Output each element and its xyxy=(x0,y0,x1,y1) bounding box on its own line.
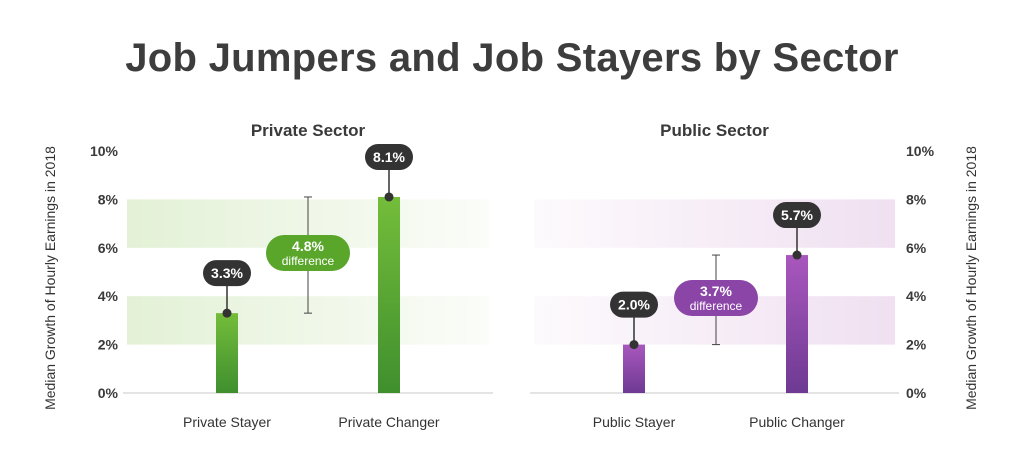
private-y-axis-label: Median Growth of Hourly Earnings in 2018 xyxy=(42,146,58,410)
public-value-bubble-1 xyxy=(773,202,821,229)
public-category-label-1: Public Changer xyxy=(749,414,845,430)
public-bar-1 xyxy=(786,255,808,393)
private-y-tick-label: 6% xyxy=(98,240,119,256)
chart-title: Job Jumpers and Job Stayers by Sector xyxy=(125,36,899,80)
private-y-tick-label: 2% xyxy=(98,337,119,353)
public-value-label-0: 2.0% xyxy=(618,297,650,313)
private-y-tick-label: 0% xyxy=(98,385,119,401)
private-value-dot-1 xyxy=(384,192,394,202)
private-y-tick-label: 10% xyxy=(90,143,119,159)
private-bar-1 xyxy=(378,196,400,393)
public-value-dot-1 xyxy=(792,250,802,260)
public-band-fade xyxy=(534,151,895,393)
private-value-dot-0 xyxy=(222,308,232,318)
public-value-label-1: 5.7% xyxy=(781,207,813,223)
public-y-tick-label: 8% xyxy=(906,191,927,207)
private-difference-text: difference xyxy=(282,254,335,268)
public-difference-text: difference xyxy=(690,299,743,313)
private-panel-title: Private Sector xyxy=(251,121,366,140)
private-value-bubble-1 xyxy=(365,143,413,170)
private-value-label-0: 3.3% xyxy=(211,265,243,281)
public-y-tick-label: 6% xyxy=(906,240,927,256)
public-difference-value: 3.7% xyxy=(700,283,732,299)
private-y-tick-label: 4% xyxy=(98,288,119,304)
private-difference-pill xyxy=(266,235,350,271)
private-value-bubble-0 xyxy=(203,260,251,287)
private-category-label-1: Private Changer xyxy=(338,414,440,430)
public-value-bubble-0 xyxy=(610,291,658,318)
private-value-label-1: 8.1% xyxy=(373,149,405,165)
public-y-tick-label: 0% xyxy=(906,385,927,401)
public-value-dot-0 xyxy=(629,340,639,350)
private-y-tick-label: 8% xyxy=(98,191,119,207)
public-category-label-0: Public Stayer xyxy=(593,414,676,430)
private-bar-0 xyxy=(216,313,238,393)
public-bar-0 xyxy=(623,344,645,393)
public-difference-pill xyxy=(674,280,758,316)
private-difference-value: 4.8% xyxy=(292,238,324,254)
private-category-label-0: Private Stayer xyxy=(183,414,271,430)
public-y-tick-label: 4% xyxy=(906,288,927,304)
public-y-tick-label: 2% xyxy=(906,337,927,353)
public-y-tick-label: 10% xyxy=(906,143,935,159)
public-panel-title: Public Sector xyxy=(660,121,769,140)
public-y-axis-label: Median Growth of Hourly Earnings in 2018 xyxy=(963,146,979,410)
